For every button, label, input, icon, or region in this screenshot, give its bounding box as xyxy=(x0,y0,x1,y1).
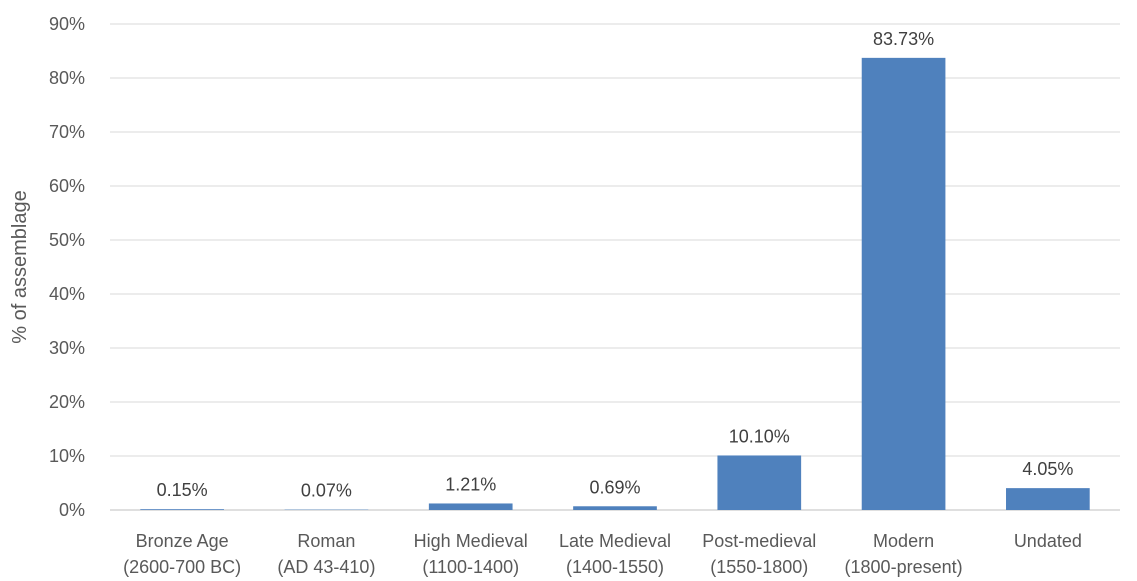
y-tick-label: 50% xyxy=(49,230,85,250)
bar xyxy=(573,506,657,510)
x-category-label: Roman (AD 43-410) xyxy=(277,531,375,577)
y-tick-label: 70% xyxy=(49,122,85,142)
gridlines xyxy=(110,23,1120,511)
data-label: 0.69% xyxy=(589,477,640,497)
x-category-label: Late Medieval (1400-1550) xyxy=(559,531,671,577)
y-tick-label: 20% xyxy=(49,392,85,412)
bar xyxy=(1006,488,1090,510)
y-axis-title: % of assemblage xyxy=(9,190,31,343)
bar xyxy=(428,503,513,510)
x-category-label: Modern (1800-present) xyxy=(845,531,963,577)
bar xyxy=(861,57,946,510)
x-category-label: Undated xyxy=(1014,531,1082,551)
y-tick-label: 0% xyxy=(59,500,85,520)
bars xyxy=(140,57,1090,510)
x-axis-categories: Bronze Age (2600-700 BC) Roman (AD 43-410) H… xyxy=(123,531,1082,577)
y-tick-label: 90% xyxy=(49,14,85,34)
y-axis-ticks: 0% 10% 20% 30% 40% 50% 60% 70% 80% 90% xyxy=(49,14,85,520)
data-label: 4.05% xyxy=(1022,459,1073,479)
bar xyxy=(717,455,802,510)
data-label: 0.07% xyxy=(301,481,352,501)
bar xyxy=(140,509,224,510)
data-label: 10.10% xyxy=(729,426,790,446)
x-category-label: High Medieval (1100-1400) xyxy=(414,531,528,577)
data-label: 1.21% xyxy=(445,474,496,494)
y-tick-label: 10% xyxy=(49,446,85,466)
y-tick-label: 40% xyxy=(49,284,85,304)
data-label: 83.73% xyxy=(873,29,934,49)
y-tick-label: 30% xyxy=(49,338,85,358)
y-tick-label: 60% xyxy=(49,176,85,196)
x-category-label: Bronze Age (2600-700 BC) xyxy=(123,531,241,577)
x-category-label: Post-medieval (1550-1800) xyxy=(702,531,816,577)
data-label: 0.15% xyxy=(157,480,208,500)
y-tick-label: 80% xyxy=(49,68,85,88)
data-labels: 0.15% 0.07% 1.21% 0.69% 10.10% 83.73% 4.05% xyxy=(157,29,1074,501)
